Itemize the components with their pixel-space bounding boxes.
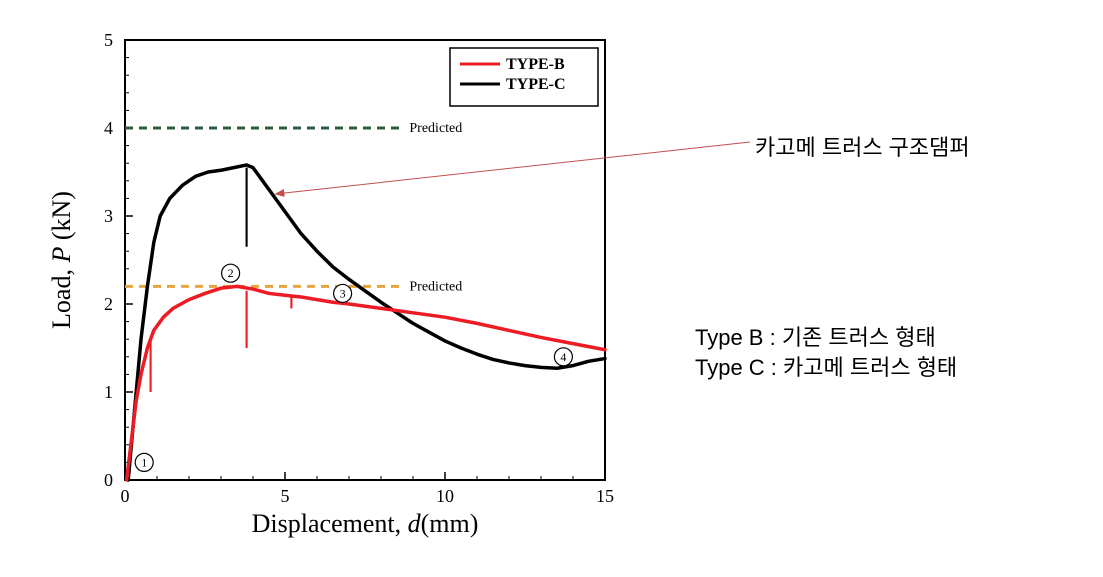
svg-text:Predicted: Predicted bbox=[409, 121, 462, 136]
svg-text:3: 3 bbox=[104, 206, 113, 226]
svg-text:5: 5 bbox=[281, 486, 290, 506]
svg-text:TYPE-B: TYPE-B bbox=[506, 56, 565, 73]
svg-text:1: 1 bbox=[141, 455, 147, 469]
svg-text:4: 4 bbox=[560, 350, 566, 364]
svg-text:3: 3 bbox=[340, 286, 346, 300]
side-label-type-c: Type C : 카고메 트러스 형태 bbox=[695, 350, 957, 382]
svg-text:Load, P (kN): Load, P (kN) bbox=[47, 191, 76, 329]
chart-area: 0 5 10 15 0 1 2 3 4 5 Displacement, d(mm) Load, P (… bbox=[30, 10, 630, 560]
svg-text:Displacement, d(mm): Displacement, d(mm) bbox=[252, 509, 479, 538]
arrow-annotation-label: 카고메 트러스 구조댐퍼 bbox=[755, 130, 970, 162]
side-label-type-b: Type B : 기존 트러스 형태 bbox=[695, 320, 936, 352]
svg-text:Predicted: Predicted bbox=[409, 279, 462, 294]
svg-text:1: 1 bbox=[104, 382, 113, 402]
svg-text:15: 15 bbox=[596, 486, 614, 506]
svg-text:4: 4 bbox=[104, 118, 113, 138]
svg-text:0: 0 bbox=[121, 486, 130, 506]
svg-text:0: 0 bbox=[104, 470, 113, 490]
figure-container: 0 5 10 15 0 1 2 3 4 5 Displacement, d(mm) Load, P (… bbox=[0, 0, 1103, 577]
svg-text:2: 2 bbox=[228, 266, 234, 280]
chart-svg: 0 5 10 15 0 1 2 3 4 5 Displacement, d(mm) Load, P (… bbox=[30, 10, 630, 560]
svg-text:10: 10 bbox=[436, 486, 454, 506]
svg-text:5: 5 bbox=[104, 30, 113, 50]
svg-text:TYPE-C: TYPE-C bbox=[506, 76, 566, 93]
svg-text:2: 2 bbox=[104, 294, 113, 314]
